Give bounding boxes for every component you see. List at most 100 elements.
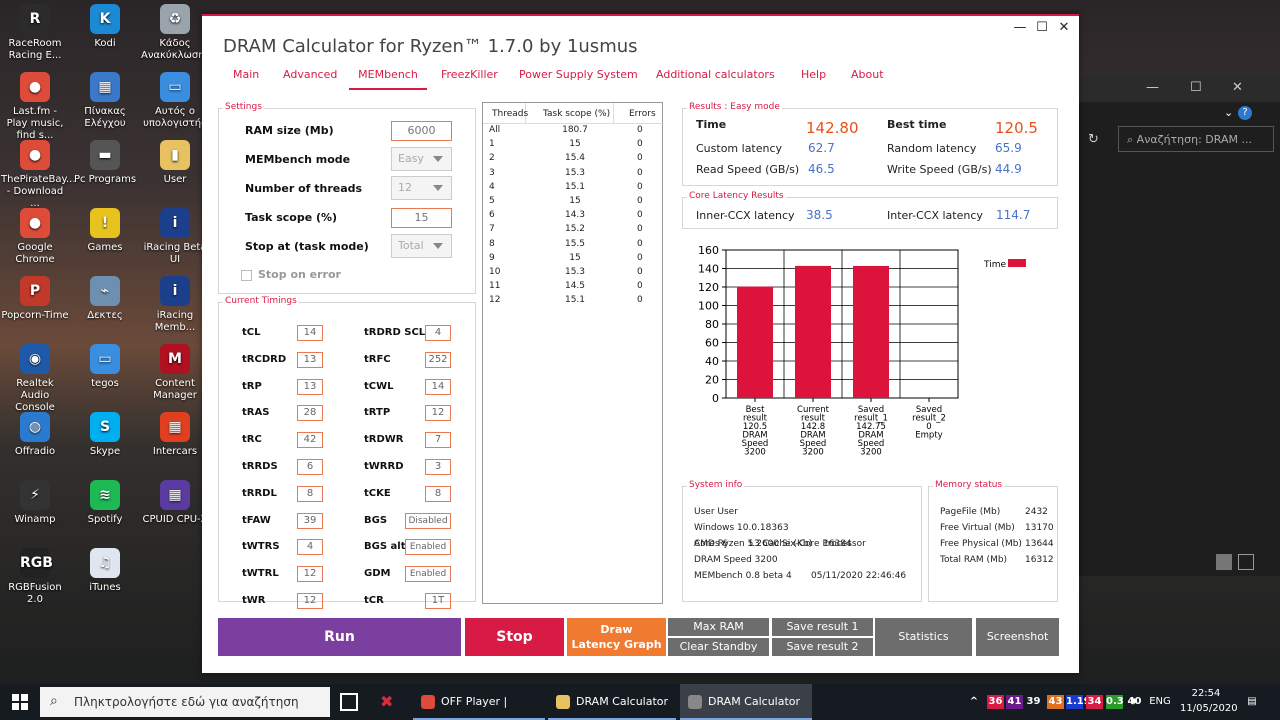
clear-standby-button[interactable]: Clear Standby bbox=[668, 638, 769, 656]
tiles-view-icon[interactable] bbox=[1238, 554, 1254, 570]
close-icon[interactable]: ✕ bbox=[1058, 20, 1070, 35]
refresh-icon[interactable]: ↻ bbox=[1088, 132, 1099, 147]
tray-monitor-item[interactable]: 40 bbox=[1126, 695, 1143, 709]
run-button[interactable]: Run bbox=[218, 618, 461, 656]
desktop-icon-23[interactable]: ▦ CPUID CPU-Z bbox=[141, 480, 209, 526]
tray-monitor-item[interactable]: 1.19 bbox=[1066, 695, 1091, 709]
timing-value-tcwl[interactable]: 14 bbox=[425, 378, 451, 395]
tab-help[interactable]: Help bbox=[801, 68, 827, 81]
timing-value-tfaw[interactable]: 39 bbox=[297, 512, 323, 529]
timing-value-tcke[interactable]: 8 bbox=[425, 485, 451, 502]
windows-start-icon[interactable] bbox=[12, 694, 28, 710]
timing-value-trrds[interactable]: 6 bbox=[297, 459, 323, 475]
app-red-icon[interactable]: ✖ bbox=[380, 692, 394, 711]
desktop-icon-12[interactable]: P Popcorn-Time bbox=[1, 276, 69, 322]
number-of-threads-select[interactable]: 12 bbox=[391, 176, 452, 200]
maximize-icon[interactable]: ☐ bbox=[1036, 20, 1048, 35]
tab-main[interactable]: Main bbox=[233, 68, 260, 81]
explorer-search-input[interactable]: ⌕ Αναζήτηση: DRAM ... bbox=[1118, 126, 1274, 152]
desktop-icon-0[interactable]: R RaceRoom Racing E... bbox=[1, 4, 69, 62]
desktop-icon-21[interactable]: ⚡ Winamp bbox=[1, 480, 69, 526]
task-scope-input[interactable]: 15 bbox=[391, 208, 452, 228]
timing-value-trdrd-scl[interactable]: 4 bbox=[425, 325, 451, 341]
volume-icon[interactable]: 🕪 bbox=[1130, 696, 1138, 707]
desktop-icon-14[interactable]: i iRacing Memb... bbox=[141, 276, 209, 334]
clock-time[interactable]: 22:54 bbox=[1191, 688, 1221, 699]
tray-monitor-item[interactable]: 39 bbox=[1025, 695, 1042, 709]
timing-value-trfc[interactable]: 252 bbox=[425, 351, 451, 368]
desktop-icon-6[interactable]: ● ThePirateBay... - Download ... bbox=[1, 140, 76, 210]
desktop-icon-8[interactable]: ▮ User bbox=[141, 140, 209, 186]
details-view-icon[interactable] bbox=[1216, 554, 1232, 570]
timing-value-twtrs[interactable]: 4 bbox=[297, 539, 323, 556]
desktop-icon-25[interactable]: ♫ iTunes bbox=[71, 548, 139, 594]
desktop-icon-18[interactable]: ◍ Offradio bbox=[1, 412, 69, 458]
taskbar-app-0[interactable]: OFF Player | Offradi... bbox=[413, 684, 545, 720]
tray-monitor-item[interactable]: 0.3 bbox=[1106, 695, 1124, 709]
timing-value-twrrd[interactable]: 3 bbox=[425, 459, 451, 475]
stop-button[interactable]: Stop bbox=[465, 618, 564, 656]
timing-value-bgs[interactable]: Disabled bbox=[405, 512, 451, 529]
minimize-icon[interactable]: — bbox=[1146, 80, 1159, 95]
timing-value-tcl[interactable]: 14 bbox=[297, 325, 323, 341]
timing-value-trc[interactable]: 42 bbox=[297, 432, 323, 449]
timing-value-bgs-alt[interactable]: Enabled bbox=[405, 539, 451, 556]
taskbar-search-input[interactable]: ⌕ Πληκτρολογήστε εδώ για αναζήτηση bbox=[40, 687, 330, 717]
close-icon[interactable]: ✕ bbox=[1232, 80, 1243, 95]
desktop-icon-1[interactable]: K Kodi bbox=[71, 4, 139, 50]
desktop-icon-20[interactable]: ▦ Intercars bbox=[141, 412, 209, 458]
timing-value-trrdl[interactable]: 8 bbox=[297, 485, 323, 502]
language-indicator[interactable]: ENG bbox=[1149, 696, 1171, 707]
tab-power-supply-system[interactable]: Power Supply System bbox=[519, 68, 638, 81]
task-view-icon[interactable] bbox=[340, 693, 358, 711]
membench-mode-select[interactable]: Easy bbox=[391, 147, 452, 171]
timing-value-trcdrd[interactable]: 13 bbox=[297, 351, 323, 368]
tab-additional-calculators[interactable]: Additional calculators bbox=[656, 68, 775, 81]
tray-monitor-item[interactable]: 41 bbox=[1006, 695, 1023, 709]
timing-value-twr[interactable]: 12 bbox=[297, 593, 323, 609]
timing-value-twtrl[interactable]: 12 bbox=[297, 566, 323, 583]
stop-at-select[interactable]: Total bbox=[391, 234, 452, 258]
tab-freezkiller[interactable]: FreezKiller bbox=[441, 68, 498, 81]
draw-latency-graph-button[interactable]: Draw Latency Graph bbox=[567, 618, 666, 656]
desktop-icon-9[interactable]: ● Google Chrome bbox=[1, 208, 69, 266]
tab-membench[interactable]: MEMbench bbox=[349, 68, 427, 90]
taskbar-app-1[interactable]: DRAM Calculator f... bbox=[548, 684, 676, 720]
timing-value-tcr[interactable]: 1T bbox=[425, 593, 451, 609]
desktop-icon-2[interactable]: ♻ Κάδος Ανακύκλωσης bbox=[141, 4, 210, 62]
max-ram-button[interactable]: Max RAM bbox=[668, 618, 769, 636]
timing-value-trp[interactable]: 13 bbox=[297, 378, 323, 395]
taskbar-app-2[interactable]: DRAM Calculator f... bbox=[680, 684, 812, 720]
tray-monitor-item[interactable]: 43 bbox=[1047, 695, 1064, 709]
help-icon[interactable]: ? bbox=[1238, 106, 1252, 120]
desktop-icon-10[interactable]: ! Games bbox=[71, 208, 139, 254]
desktop-icon-22[interactable]: ≋ Spotify bbox=[71, 480, 139, 526]
desktop-icon-17[interactable]: M Content Manager bbox=[141, 344, 209, 402]
tab-about[interactable]: About bbox=[851, 68, 884, 81]
desktop-icon-13[interactable]: ⌁ Δεκτες bbox=[71, 276, 139, 322]
desktop-icon-11[interactable]: i iRacing Beta UI bbox=[141, 208, 209, 266]
clock-date[interactable]: 11/05/2020 bbox=[1180, 703, 1238, 714]
tray-monitor-item[interactable]: 36 bbox=[987, 695, 1004, 709]
timing-value-tras[interactable]: 28 bbox=[297, 405, 323, 422]
desktop-icon-16[interactable]: ▭ tegos bbox=[71, 344, 139, 390]
desktop-icon-19[interactable]: S Skype bbox=[71, 412, 139, 458]
timing-value-trtp[interactable]: 12 bbox=[425, 405, 451, 422]
desktop-icon-24[interactable]: RGB RGBFusion 2.0 bbox=[1, 548, 69, 606]
save-result-1-button[interactable]: Save result 1 bbox=[772, 618, 873, 636]
chevron-down-icon[interactable]: ⌄ bbox=[1224, 106, 1234, 119]
ram-size-input[interactable]: 6000 bbox=[391, 121, 452, 141]
save-result-2-button[interactable]: Save result 2 bbox=[772, 638, 873, 656]
stop-on-error-checkbox[interactable] bbox=[241, 270, 252, 281]
desktop-icon-3[interactable]: ● Last.fm - Play music, find s... bbox=[1, 72, 69, 142]
timing-value-gdm[interactable]: Enabled bbox=[405, 566, 451, 583]
statistics-button[interactable]: Statistics bbox=[875, 618, 972, 656]
desktop-icon-4[interactable]: ▦ Πίνακας Ελέγχου bbox=[71, 72, 139, 130]
screenshot-button[interactable]: Screenshot bbox=[976, 618, 1059, 656]
tray-chevron-icon[interactable]: ^ bbox=[969, 696, 979, 707]
notification-icon[interactable]: ▤ bbox=[1247, 696, 1257, 707]
tray-monitor-item[interactable]: 34 bbox=[1086, 695, 1103, 709]
timing-value-trdwr[interactable]: 7 bbox=[425, 432, 451, 449]
desktop-icon-5[interactable]: ▭ Αυτός ο υπολογιστής bbox=[141, 72, 209, 130]
desktop-icon-7[interactable]: ▬ Pc Programs bbox=[71, 140, 139, 186]
